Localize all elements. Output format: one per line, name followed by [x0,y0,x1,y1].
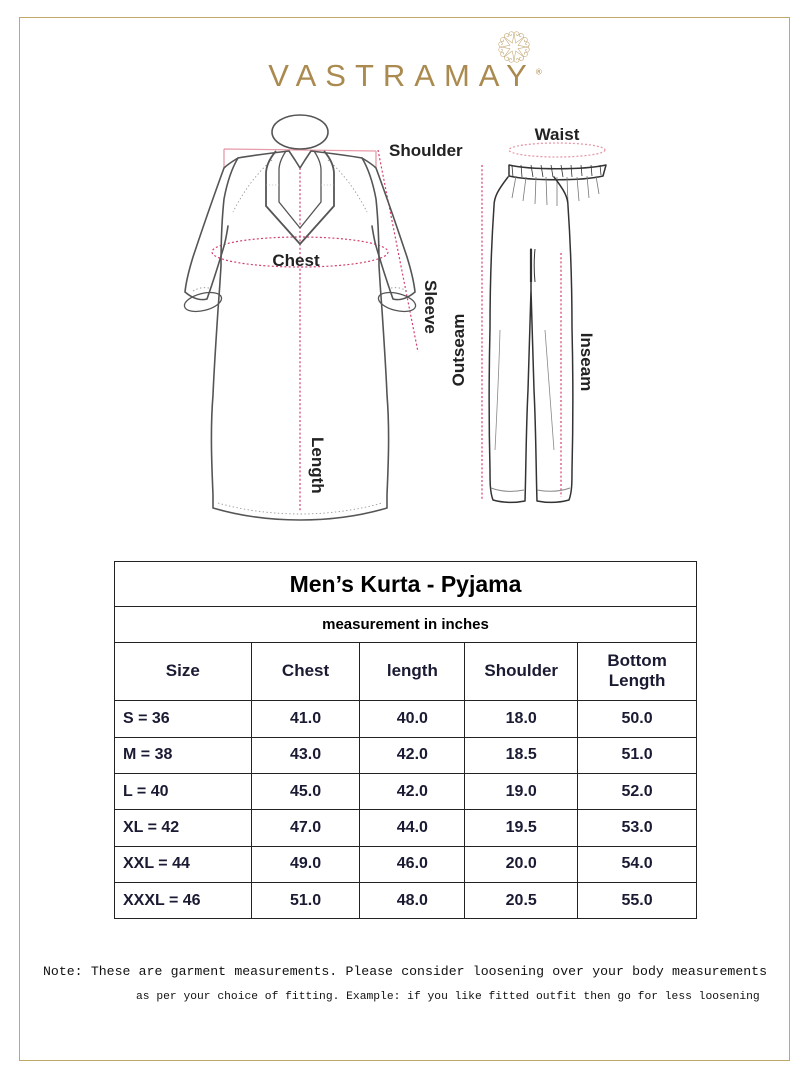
svg-text:Chest: Chest [272,251,320,270]
svg-text:Inseam: Inseam [577,333,596,392]
svg-text:Shoulder: Shoulder [389,141,463,160]
svg-text:Waist: Waist [535,125,580,144]
svg-text:Sleeve: Sleeve [421,280,440,334]
svg-text:Outseam: Outseam [449,314,468,387]
svg-text:Length: Length [308,437,327,494]
